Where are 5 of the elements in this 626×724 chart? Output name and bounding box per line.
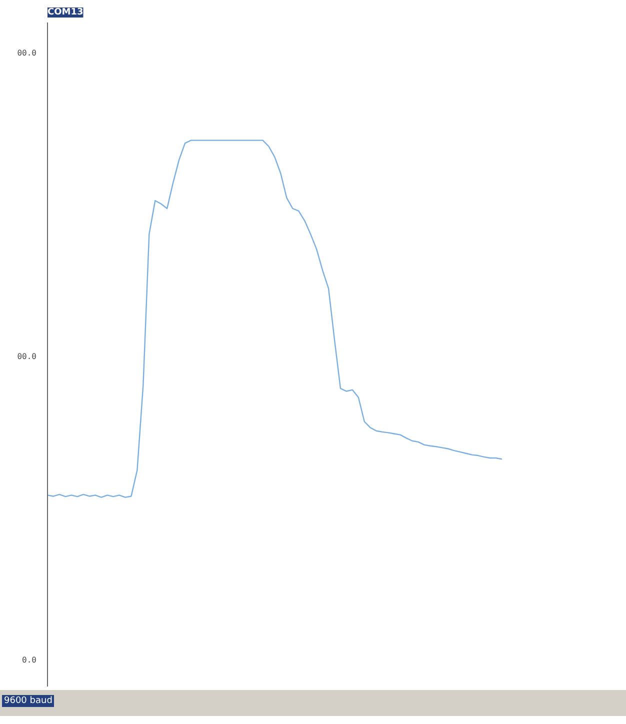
chart-title: COM13 [48,8,84,18]
text: 0.0 [22,656,37,665]
text: 00.0 [17,352,37,362]
text: 9600 baud [2,695,54,707]
text: 00.0 [17,48,37,58]
